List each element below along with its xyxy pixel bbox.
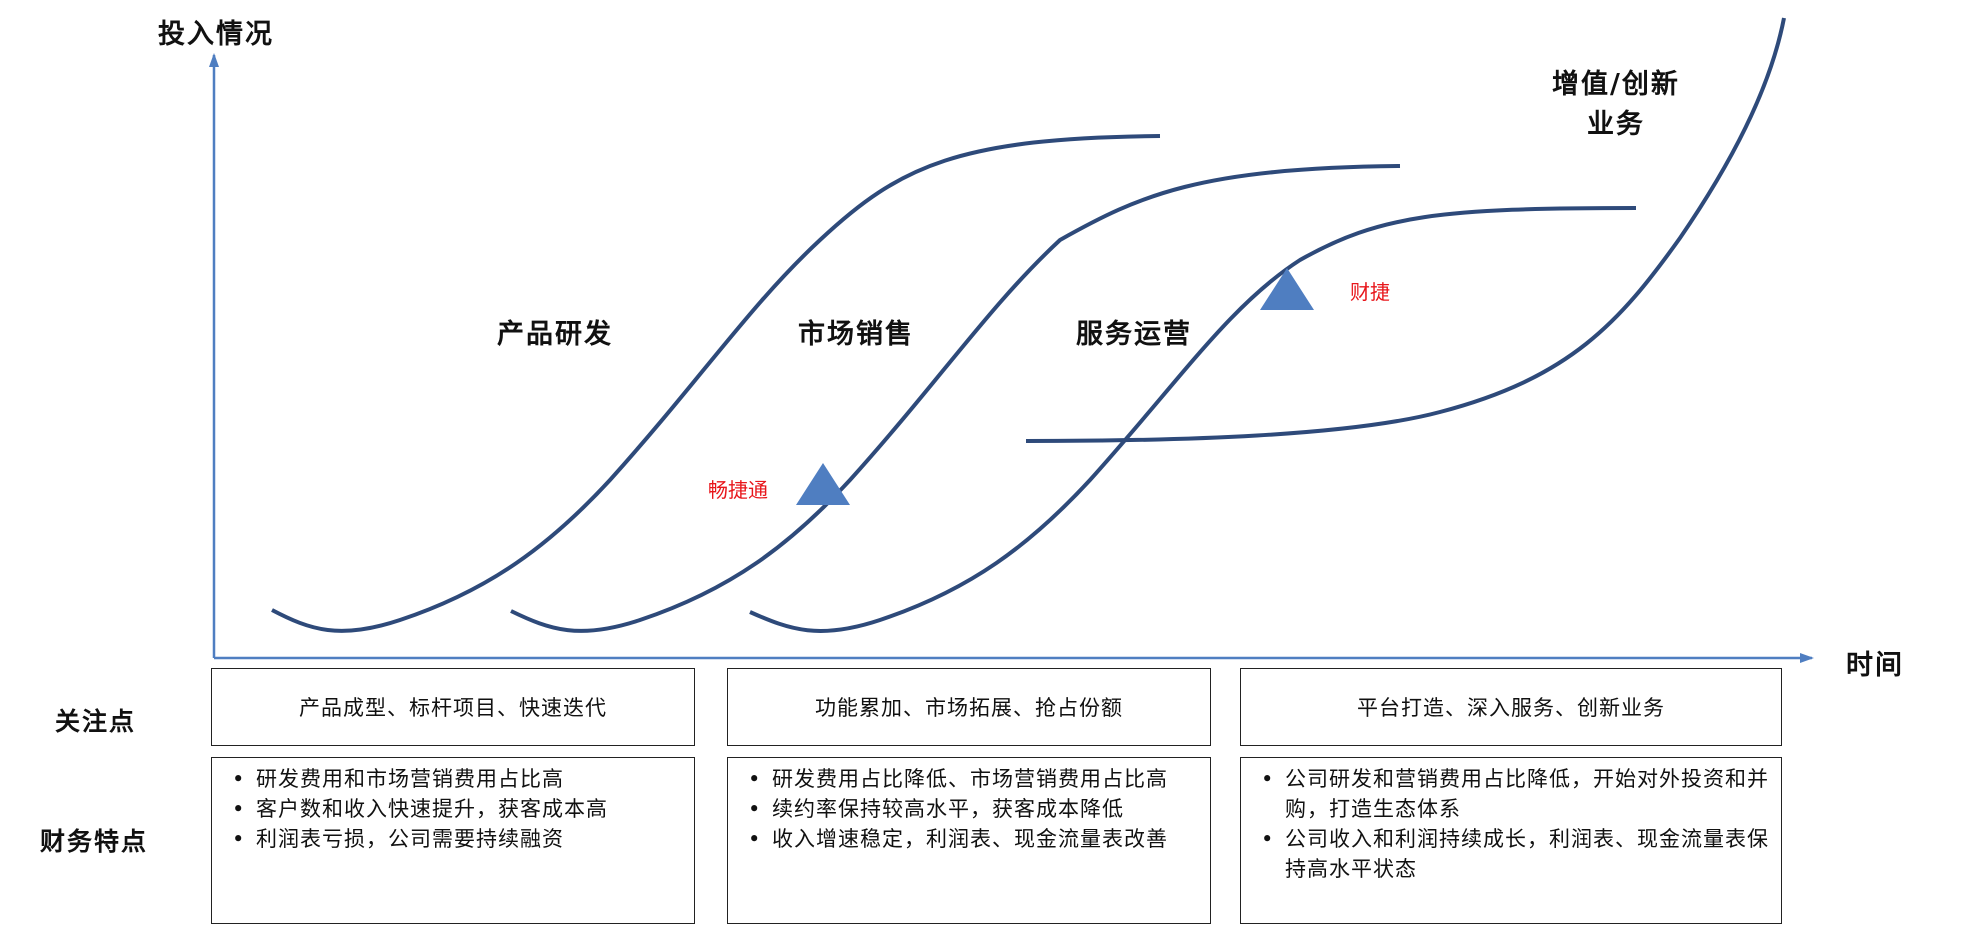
finance-box-3: 公司研发和营销费用占比降低，开始对外投资和并购，打造生态体系 公司收入和利润持续… — [1240, 757, 1782, 924]
finance-item: 续约率保持较高水平，获客成本降低 — [740, 794, 1198, 824]
curve-service-operations — [749, 206, 1637, 633]
focus-text-3: 平台打造、深入服务、创新业务 — [1357, 696, 1665, 720]
y-axis-title: 投入情况 — [158, 19, 274, 50]
finance-list-3: 公司研发和营销费用占比降低，开始对外投资和并购，打造生态体系 公司收入和利润持续… — [1253, 764, 1769, 884]
curve-growth-innovation — [1025, 17, 1786, 443]
finance-item: 公司研发和营销费用占比降低，开始对外投资和并购，打造生态体系 — [1253, 764, 1769, 824]
marker-caijie-triangle — [1260, 268, 1314, 310]
curve-product-development — [271, 134, 1161, 633]
finance-item: 研发费用占比降低、市场营销费用占比高 — [740, 764, 1198, 794]
focus-box-2: 功能累加、市场拓展、抢占份额 — [727, 668, 1211, 746]
phase-label-product-development: 产品研发 — [497, 319, 613, 350]
marker-label-changjietong: 畅捷通 — [708, 478, 768, 502]
focus-box-3: 平台打造、深入服务、创新业务 — [1240, 668, 1782, 746]
x-axis-title: 时间 — [1846, 650, 1904, 681]
row-label-finance: 财务特点 — [40, 827, 149, 856]
marker-changjietong-triangle — [796, 463, 850, 505]
curve-market-sales — [510, 164, 1401, 633]
growth-curve-label-line1: 增值/创新 — [1552, 69, 1680, 100]
finance-item: 客户数和收入快速提升，获客成本高 — [224, 794, 682, 824]
finance-item: 利润表亏损，公司需要持续融资 — [224, 824, 682, 854]
growth-curve-label: 增值/创新 业务 — [1552, 65, 1680, 145]
phase-label-service-operations: 服务运营 — [1076, 319, 1192, 350]
finance-item: 公司收入和利润持续成长，利润表、现金流量表保持高水平状态 — [1253, 824, 1769, 884]
row-label-focus: 关注点 — [55, 707, 137, 736]
finance-list-1: 研发费用和市场营销费用占比高 客户数和收入快速提升，获客成本高 利润表亏损，公司… — [224, 764, 682, 854]
finance-list-2: 研发费用占比降低、市场营销费用占比高 续约率保持较高水平，获客成本降低 收入增速… — [740, 764, 1198, 854]
finance-item: 研发费用和市场营销费用占比高 — [224, 764, 682, 794]
phase-label-market-sales: 市场销售 — [798, 319, 914, 350]
finance-box-1: 研发费用和市场营销费用占比高 客户数和收入快速提升，获客成本高 利润表亏损，公司… — [211, 757, 695, 924]
marker-label-caijie: 财捷 — [1350, 280, 1390, 304]
focus-text-1: 产品成型、标杆项目、快速迭代 — [299, 696, 607, 720]
focus-text-2: 功能累加、市场拓展、抢占份额 — [815, 696, 1123, 720]
growth-curve-label-line2: 业务 — [1586, 109, 1645, 140]
finance-box-2: 研发费用占比降低、市场营销费用占比高 续约率保持较高水平，获客成本降低 收入增速… — [727, 757, 1211, 924]
finance-item: 收入增速稳定，利润表、现金流量表改善 — [740, 824, 1198, 854]
focus-box-1: 产品成型、标杆项目、快速迭代 — [211, 668, 695, 746]
